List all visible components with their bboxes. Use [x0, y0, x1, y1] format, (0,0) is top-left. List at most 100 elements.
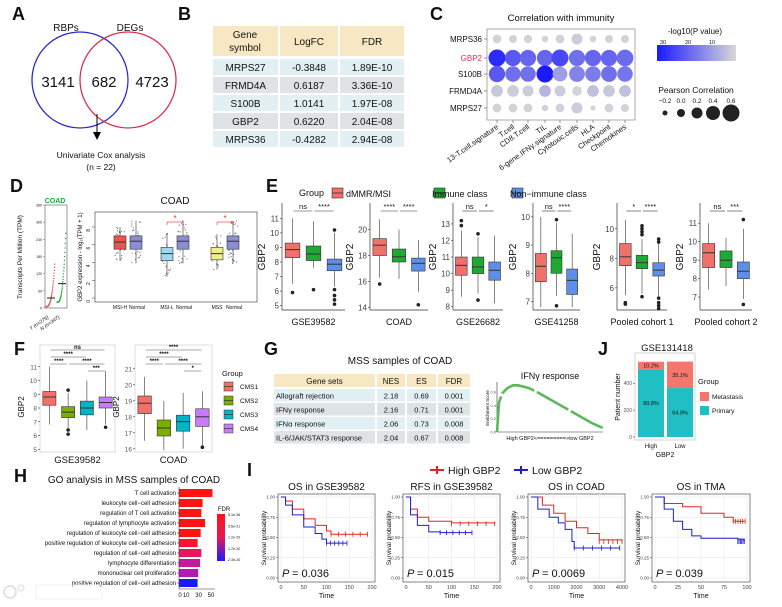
outlier-point [741, 217, 746, 222]
dot-S100B-8 [617, 66, 633, 82]
legend-label: CMS1 [240, 384, 258, 391]
panel-label-G: G [264, 339, 278, 359]
cell-text: 0.69 [414, 392, 429, 401]
f-legend: Group CMS1 CMS2 CMS3 CMS4 [222, 369, 258, 434]
tpm-title: COAD [45, 198, 66, 205]
tick-label: 20 [125, 382, 133, 389]
tick-label: 0.50 [391, 535, 400, 540]
bar-ylabel: Patient number [615, 373, 622, 421]
p-value: P = 0.0069 [532, 568, 585, 580]
x-axis-label: Pooled cohort 1 [610, 317, 673, 327]
p-value-text: = 0.0069 [542, 568, 585, 580]
box-cms3 [176, 392, 191, 449]
fdr-tick: 1.7e-20 [228, 547, 240, 551]
tick-label: 0.75 [640, 515, 649, 520]
dot-S100B-3 [536, 65, 554, 83]
tick-label: 0.00 [516, 576, 525, 581]
p-symbol: P [282, 568, 292, 580]
significance-bracket: **** [400, 202, 418, 212]
gsea-title: MSS samples of COAD [348, 356, 452, 367]
e-legend: Group dMMR/MSI Immune class Non−immune clas… [299, 187, 587, 199]
km-title: RFS in GSE39582 [410, 482, 493, 493]
sig-star: * [173, 214, 176, 223]
p-value-text: = 0.036 [292, 568, 329, 580]
jitter-point [121, 230, 123, 232]
dot-GBP2-1 [504, 49, 522, 67]
go-bar [179, 569, 199, 577]
tick-label: 7 [526, 298, 531, 307]
go-term-label: mononuclear cell proliferation [98, 571, 176, 577]
jitter-point [228, 253, 230, 256]
jitter-point [117, 234, 119, 236]
size-legend-dot [691, 107, 703, 119]
table-row: IL-6/JAK/STAT3 response 2.04 0.67 0.008 [274, 431, 470, 444]
tick-label: 1000 [548, 585, 560, 591]
sig-label: ns [74, 345, 82, 351]
y-axis-label: GBP2 [508, 243, 519, 270]
boxplot-gse39582: 5 6 7 8 9 10 11 GBP2 GSE39582 ns **** [257, 202, 345, 327]
tpm-point [63, 259, 66, 262]
dot-MRPS27-1 [508, 103, 518, 113]
tpm-point [53, 266, 56, 269]
size-legend-dot [677, 109, 685, 117]
jitter-point [169, 270, 171, 272]
jitter-point [230, 256, 232, 258]
tick-label: 0.00 [266, 576, 275, 581]
significance-bracket: **** [145, 352, 183, 358]
go-term-label: regulation of cell−cell adhesion [94, 551, 176, 557]
box [42, 391, 57, 406]
table-header-cell [438, 374, 470, 387]
dot-S100B-0 [488, 65, 506, 83]
significance-bracket: **** [69, 359, 105, 365]
table-row: GBP2 0.6220 2.04E-08 [213, 113, 404, 129]
tick-label: 11 [30, 364, 37, 371]
box [635, 255, 649, 269]
tpm-point [51, 293, 53, 295]
venn-count-overlap: 682 [91, 74, 116, 91]
x-tick-label: Low [674, 444, 686, 450]
legend-item: Non−immune class [510, 187, 587, 199]
significance-bracket: **** [145, 345, 202, 351]
tick-label: 100 [322, 585, 331, 591]
table-cell [340, 113, 404, 129]
p-value: P = 0.015 [407, 568, 454, 580]
table-cell [280, 77, 338, 93]
x-axis-label: COAD [160, 455, 188, 466]
tick-label: 25 [675, 585, 681, 591]
jitter-point [185, 223, 187, 226]
legend-label: Non−immune class [510, 189, 587, 199]
jitter-point [183, 227, 185, 229]
size-legend-dot [722, 104, 740, 122]
jitter-point [217, 263, 219, 266]
outlier-point [656, 296, 661, 300]
dot-FRMD4A-4 [554, 85, 566, 97]
tick-label: 8 [446, 303, 451, 312]
tpm-point [52, 282, 54, 284]
row-label: GBP2 [461, 54, 483, 63]
jitter-point [179, 262, 181, 264]
tpm-point [51, 288, 54, 290]
y-axis-label: Survival probability [261, 510, 268, 565]
panel-label-A: A [12, 4, 25, 24]
go-bar [179, 519, 206, 527]
jitter-point [167, 269, 170, 271]
tick-label: 100 [742, 585, 751, 591]
dot-S100B-5 [569, 66, 585, 82]
jitter-point [137, 250, 139, 253]
jitter-point [116, 226, 118, 229]
jitter-point [184, 229, 187, 231]
tick-label: 6 [86, 247, 92, 250]
box [719, 250, 733, 268]
tpm-point [60, 294, 62, 297]
tick-label: 13 [441, 220, 450, 229]
color-legend-title: -log10(P value) [668, 27, 722, 36]
dot-FRMD4A-8 [619, 85, 631, 97]
dot-S100B-1 [505, 66, 521, 82]
jitter-point [233, 260, 235, 262]
box-cms4 [195, 391, 210, 450]
jitter-point [228, 232, 230, 234]
km-title: OS in COAD [548, 482, 605, 493]
tumor-box [160, 233, 174, 277]
outlier-point [476, 298, 480, 302]
km-plot-3: OS in TMA 0.00 0.25 0.50 0.75 1.00 0 25 50 75 100 T… [635, 482, 752, 600]
